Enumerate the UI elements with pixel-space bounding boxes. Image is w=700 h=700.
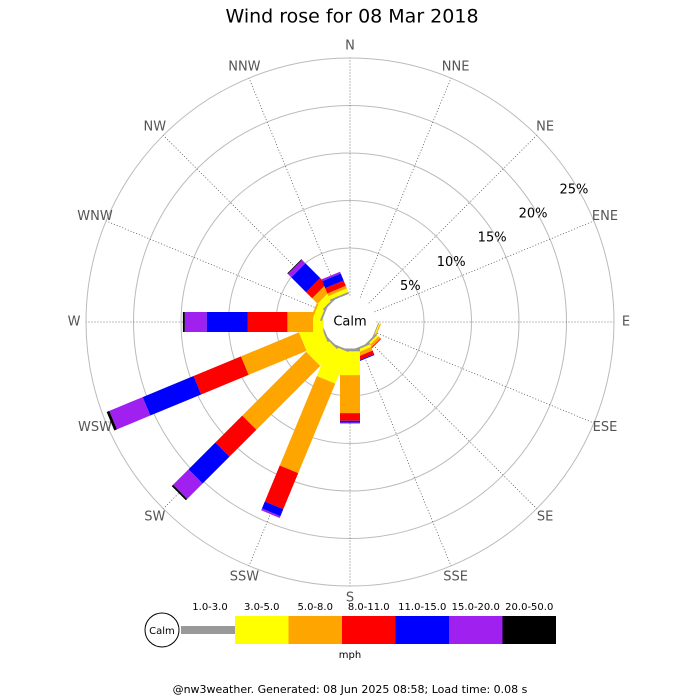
direction-label: NNW <box>228 60 260 75</box>
bar-segment <box>184 312 207 332</box>
bar-segment <box>287 312 314 332</box>
legend-swatch <box>288 616 342 644</box>
bar-segment <box>242 351 321 430</box>
direction-label: N <box>345 39 355 54</box>
direction-label: S <box>346 591 354 606</box>
bar-segment <box>322 273 344 289</box>
bar-segment <box>261 501 284 517</box>
direction-label: SSE <box>443 569 468 584</box>
calm-circle <box>323 295 377 349</box>
direction-label: ENE <box>592 209 618 224</box>
bar-segment <box>261 508 281 518</box>
direction-label: SSW <box>230 569 260 584</box>
center-label: Calm <box>333 315 366 330</box>
legend-label: 20.0-50.0 <box>505 602 553 613</box>
bar-segment <box>193 356 249 395</box>
direction-label: NNE <box>442 60 470 75</box>
legend-swatch <box>235 616 289 644</box>
direction-label: W <box>68 315 81 330</box>
direction-label: WNW <box>77 209 113 224</box>
spoke <box>359 346 452 567</box>
direction-label: NW <box>144 119 167 134</box>
bar-segment <box>327 285 347 297</box>
legend-label: 5.0-8.0 <box>298 602 333 613</box>
spoke <box>368 135 537 304</box>
bar-segment <box>340 413 360 421</box>
bar-segment <box>329 291 350 302</box>
direction-label: ESE <box>593 420 618 435</box>
spoke <box>359 77 452 298</box>
bar-segment <box>173 469 203 499</box>
direction-label: SW <box>144 510 165 525</box>
legend-calm <box>144 612 180 648</box>
spoke <box>105 220 326 313</box>
bar-segment <box>340 420 360 423</box>
legend-title: mph <box>339 650 361 661</box>
spoke <box>368 340 537 509</box>
bar-segment <box>106 410 117 431</box>
bar-segment <box>206 312 248 332</box>
legend-swatch <box>502 616 556 644</box>
bar-segment <box>306 335 337 366</box>
bar-segment <box>340 375 360 414</box>
bar-segment <box>188 442 230 484</box>
spoke <box>248 77 341 298</box>
bar-segment <box>287 259 303 275</box>
legend-label: 8.0-11.0 <box>348 602 390 613</box>
legend-swatch <box>181 626 235 634</box>
bar-segment <box>142 375 202 416</box>
bar-segment <box>321 271 341 282</box>
bar-segment <box>328 288 349 300</box>
bar-segment <box>325 280 346 294</box>
grid-ring <box>180 152 520 492</box>
chart-title: Wind rose for 08 Mar 2018 <box>225 6 478 28</box>
legend-label: 3.0-5.0 <box>244 602 279 613</box>
r-tick-label: 15% <box>478 231 507 246</box>
bar-segment <box>109 397 151 430</box>
r-tick-label: 5% <box>400 279 421 294</box>
bar-segment <box>287 259 306 278</box>
legend-label: 1.0-3.0 <box>192 602 227 613</box>
r-tick-label: 10% <box>437 255 466 270</box>
spoke <box>374 220 595 313</box>
legend-swatch <box>395 616 449 644</box>
bar-segment <box>215 415 257 457</box>
bar-segment <box>240 332 307 375</box>
bar-segment <box>355 354 375 363</box>
direction-label: SE <box>537 510 553 525</box>
bar-segment <box>340 422 360 424</box>
bar-segment <box>182 312 185 332</box>
bar-segment <box>279 376 336 474</box>
bar-segment <box>306 278 327 299</box>
direction-label: E <box>622 315 630 330</box>
bar-segment <box>247 312 288 332</box>
legend-label: 15.0-20.0 <box>452 602 500 613</box>
footer: @nw3weather. Generated: 08 Jun 2025 08:5… <box>173 683 528 696</box>
legend-label: 11.0-15.0 <box>398 602 446 613</box>
spoke <box>374 331 595 424</box>
bar-segment <box>264 465 299 510</box>
legend-swatch <box>449 616 503 644</box>
legend-swatch <box>342 616 396 644</box>
legend-calm-label: Calm <box>149 626 175 637</box>
bar-segment <box>316 344 349 384</box>
bar-segment <box>171 484 188 501</box>
direction-label: NE <box>536 119 554 134</box>
bar-segment <box>291 263 321 293</box>
direction-label: WSW <box>78 420 112 435</box>
r-tick-label: 20% <box>519 207 548 222</box>
r-tick-label: 25% <box>560 182 589 197</box>
